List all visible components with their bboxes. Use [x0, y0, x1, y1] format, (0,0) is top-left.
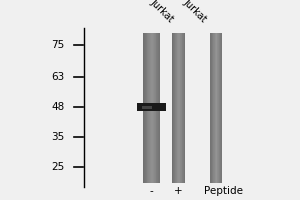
Bar	[214, 33, 215, 183]
Bar	[172, 33, 173, 183]
Bar	[219, 33, 220, 183]
Bar	[180, 33, 181, 183]
Bar	[152, 33, 153, 183]
Bar	[220, 33, 221, 183]
Bar	[137, 103, 166, 111]
Bar	[156, 33, 157, 183]
Text: Jurkat: Jurkat	[182, 0, 209, 24]
Bar	[149, 33, 150, 183]
Bar	[176, 33, 177, 183]
Bar	[147, 33, 148, 183]
Bar	[155, 33, 156, 183]
Bar	[184, 33, 185, 183]
Bar	[158, 33, 159, 183]
Bar	[159, 33, 160, 183]
Bar	[150, 33, 151, 183]
Text: -: -	[150, 186, 153, 196]
Bar	[213, 33, 214, 183]
Text: 75: 75	[51, 40, 64, 50]
Bar	[215, 33, 216, 183]
Bar	[157, 33, 158, 183]
Bar	[210, 33, 211, 183]
Bar	[216, 33, 217, 183]
Bar	[183, 33, 184, 183]
Bar	[218, 33, 219, 183]
Bar	[178, 33, 179, 183]
Bar	[173, 33, 174, 183]
Bar	[148, 33, 149, 183]
Bar	[221, 33, 222, 183]
Bar	[153, 33, 154, 183]
Bar	[217, 33, 218, 183]
Text: +: +	[174, 186, 182, 196]
Text: Peptide: Peptide	[204, 186, 243, 196]
Bar	[146, 33, 147, 183]
Bar	[154, 33, 155, 183]
Text: Jurkat: Jurkat	[148, 0, 176, 24]
Bar	[182, 33, 183, 183]
Bar	[181, 33, 182, 183]
Bar	[174, 33, 175, 183]
Bar	[177, 33, 178, 183]
Bar	[212, 33, 213, 183]
Bar	[151, 33, 152, 183]
Bar	[179, 33, 180, 183]
Text: 48: 48	[51, 102, 64, 112]
Bar	[143, 33, 144, 183]
Text: 63: 63	[51, 72, 64, 82]
Bar	[175, 33, 176, 183]
Bar	[144, 33, 145, 183]
Bar	[145, 33, 146, 183]
Text: 25: 25	[51, 162, 64, 172]
Text: 35: 35	[51, 132, 64, 142]
Bar	[142, 106, 152, 109]
